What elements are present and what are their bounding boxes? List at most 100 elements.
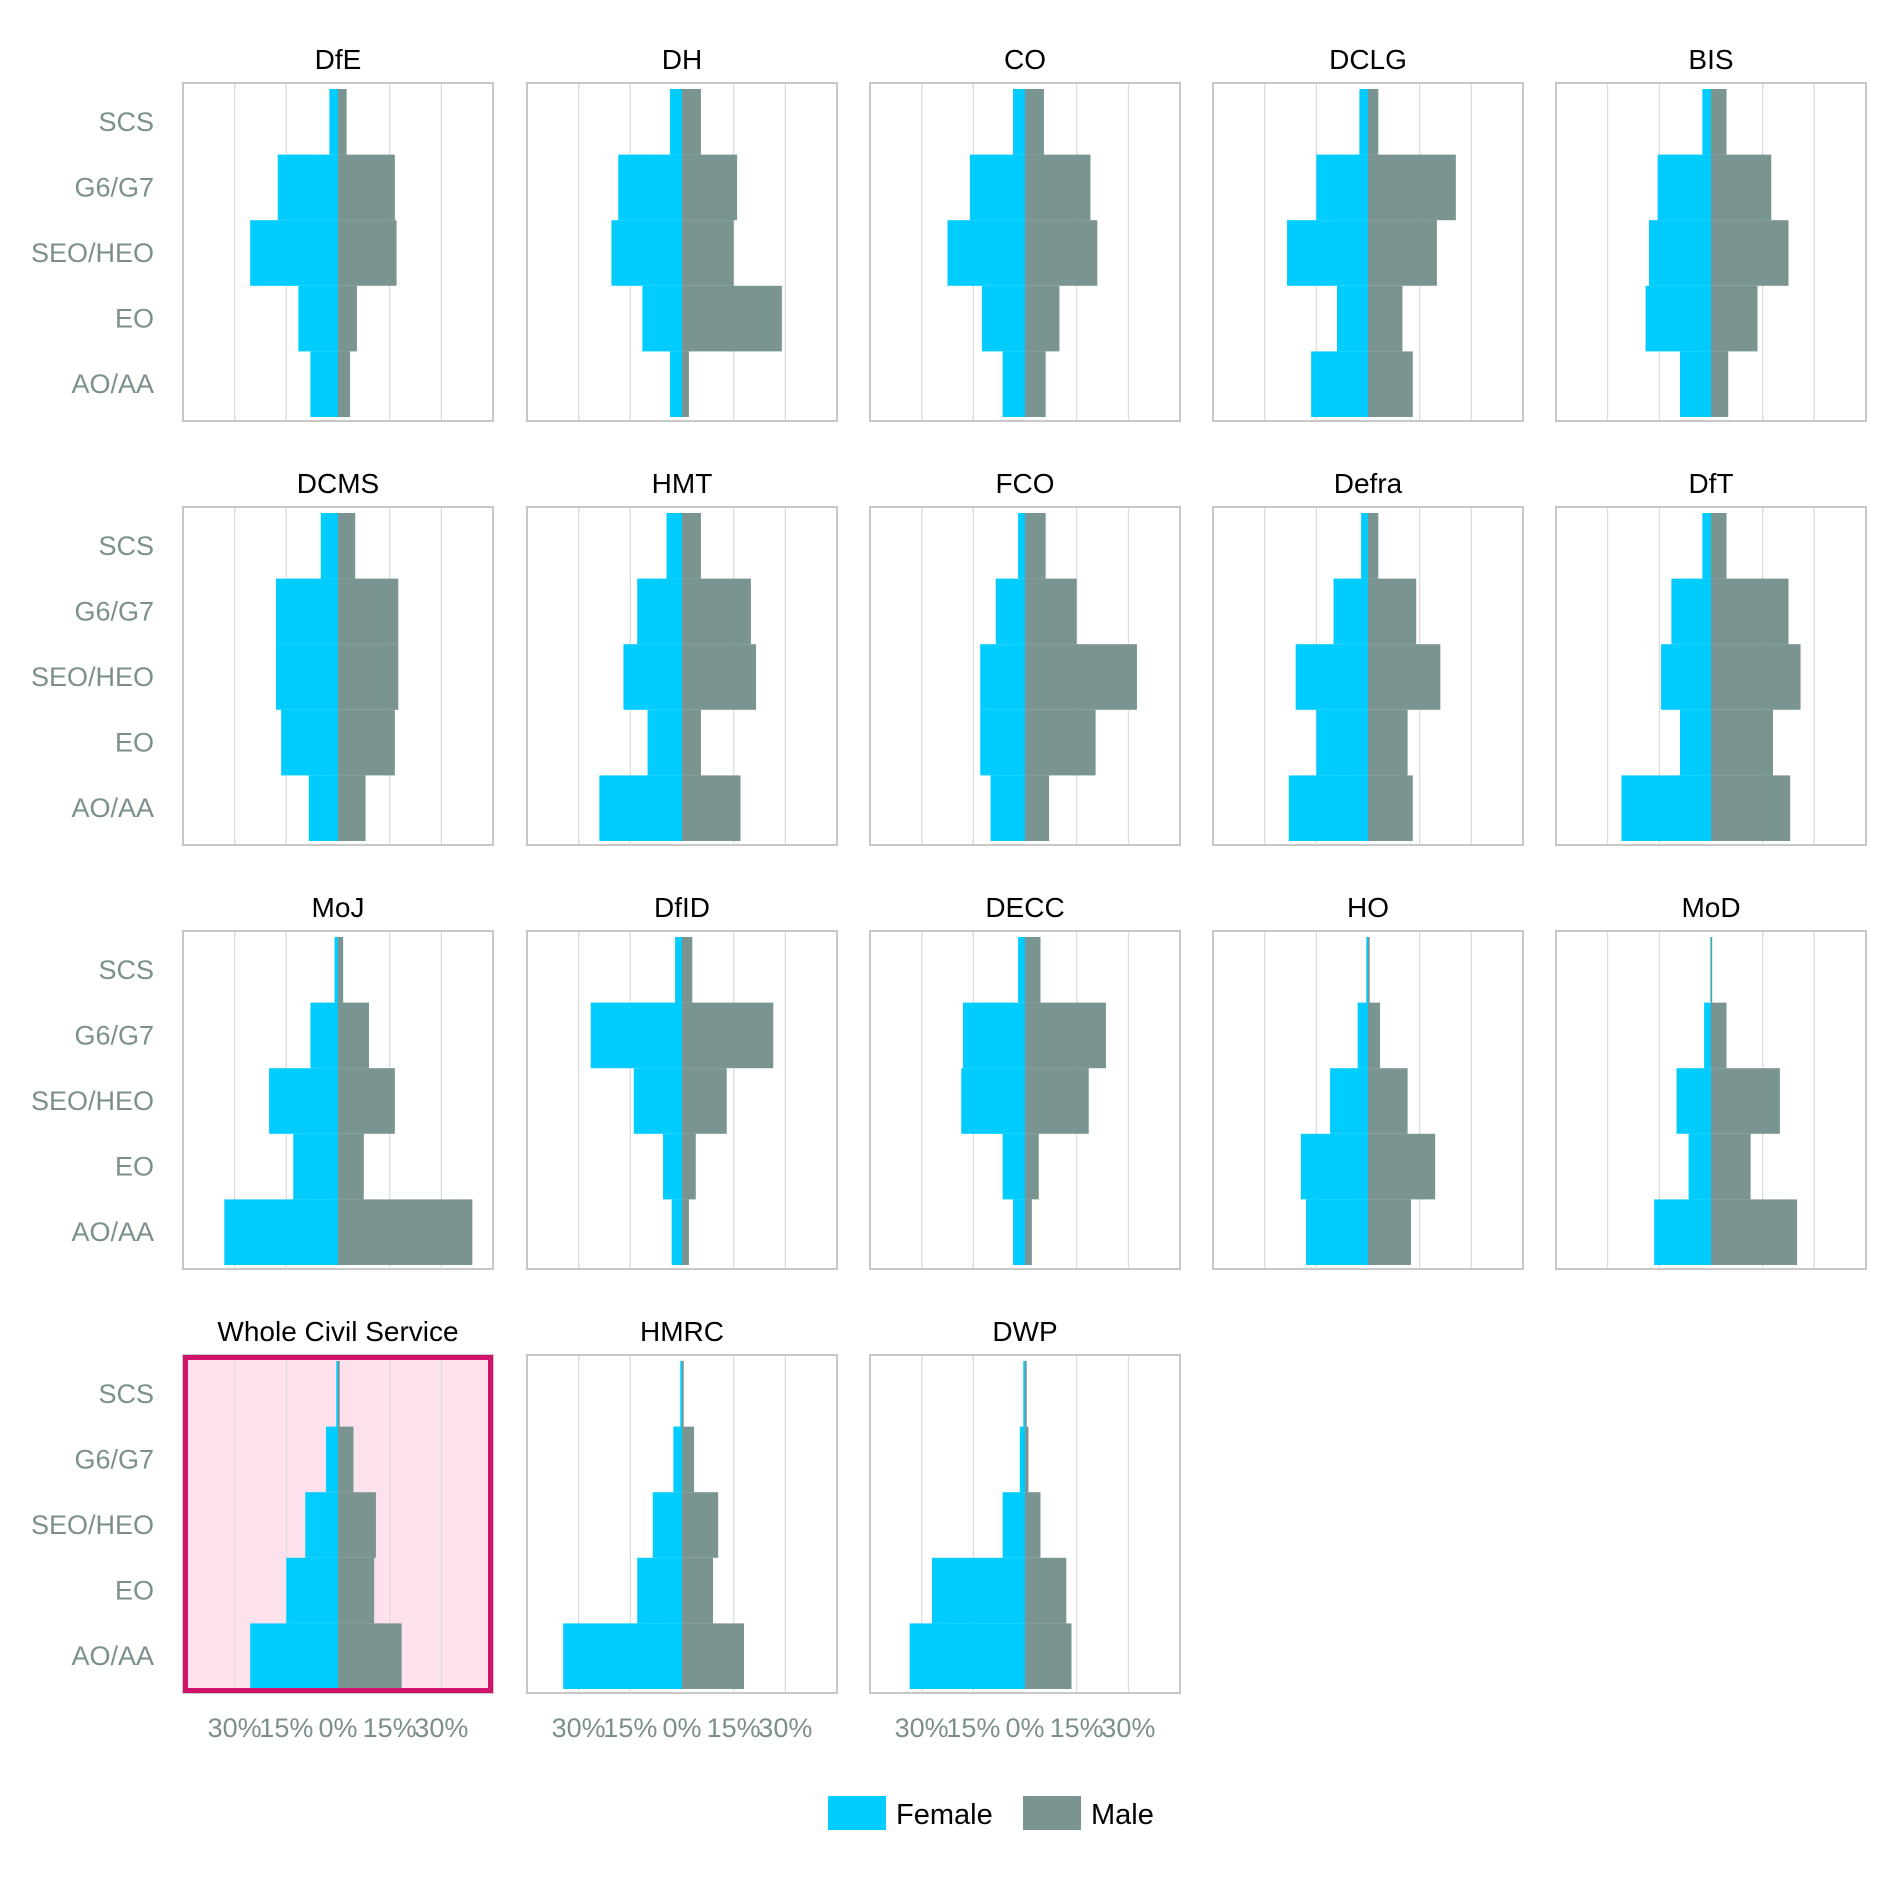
y-tick-label: SEO/HEO: [31, 1510, 154, 1540]
bar-female-scs: [1702, 513, 1711, 579]
bar-male-ao-aa: [1711, 1199, 1798, 1265]
bar-female-ao-aa: [1621, 775, 1711, 841]
bar-female-ao-aa: [1012, 1199, 1025, 1265]
bar-female-scs: [1710, 937, 1712, 1003]
y-tick-label: SCS: [98, 955, 154, 985]
bar-female-eo: [1002, 1133, 1025, 1200]
bar-female-ao-aa: [250, 1623, 338, 1689]
bar-female-g6-g7: [1671, 578, 1711, 645]
bar-female-eo: [293, 1133, 338, 1200]
bar-female-g6-g7: [1316, 154, 1368, 221]
bar-male-g6-g7: [682, 578, 751, 645]
bar-male-g6-g7: [338, 1426, 354, 1493]
bar-female-seo-heo: [276, 644, 338, 710]
bar-female-seo-heo: [269, 1068, 338, 1134]
y-tick-label: SEO/HEO: [31, 238, 154, 268]
legend: Female Male: [828, 1796, 1154, 1831]
panels-layer: DfE SCS G6/G7 SEO/HEO EO AO/AA DH CO DCLG BIS DCMS…: [31, 44, 1867, 1743]
bar-female-scs: [320, 513, 338, 579]
y-tick-label: G6/G7: [74, 1020, 154, 1050]
bar-male-g6-g7: [338, 154, 395, 221]
bar-female-ao-aa: [563, 1623, 682, 1689]
bar-male-seo-heo: [338, 1492, 376, 1558]
bar-female-g6-g7: [310, 1002, 338, 1069]
bar-female-eo: [1300, 1133, 1368, 1200]
bar-female-eo: [642, 285, 682, 352]
bar-female-g6-g7: [276, 578, 338, 645]
bar-male-eo: [1025, 285, 1060, 352]
panel-title: HMT: [652, 468, 713, 499]
bar-female-seo-heo: [305, 1492, 338, 1558]
y-tick-label: EO: [115, 304, 154, 334]
bar-male-seo-heo: [1711, 644, 1801, 710]
bar-female-eo: [932, 1557, 1025, 1624]
bar-male-ao-aa: [1711, 351, 1729, 417]
bar-male-ao-aa: [1711, 775, 1791, 841]
bar-female-g6-g7: [325, 1426, 338, 1493]
bar-male-ao-aa: [1025, 775, 1050, 841]
bar-male-scs: [1025, 513, 1046, 579]
bar-male-scs: [1025, 937, 1041, 1003]
bar-male-scs: [682, 89, 701, 155]
bar-male-g6-g7: [1025, 154, 1091, 221]
bar-female-seo-heo: [1287, 220, 1368, 286]
bar-female-seo-heo: [250, 220, 338, 286]
bar-female-eo: [1337, 285, 1368, 352]
bar-male-seo-heo: [1025, 220, 1098, 286]
panel-co: CO: [869, 44, 1181, 422]
panel-dcms: DCMS SCS G6/G7 SEO/HEO EO AO/AA: [31, 468, 494, 846]
panel-title: CO: [1004, 44, 1046, 75]
panel-title: DWP: [992, 1316, 1057, 1347]
panel-title: DfT: [1688, 468, 1733, 499]
bar-female-scs: [336, 1361, 338, 1427]
legend-label-male: Male: [1091, 1799, 1154, 1831]
bar-female-g6-g7: [1657, 154, 1711, 221]
bar-male-eo: [682, 1133, 696, 1200]
bar-male-eo: [682, 285, 782, 352]
bar-male-g6-g7: [1368, 1002, 1381, 1069]
panel-title: FCO: [995, 468, 1054, 499]
panel-title: BIS: [1688, 44, 1733, 75]
bar-female-scs: [1018, 937, 1025, 1003]
panel-title: Defra: [1334, 468, 1403, 499]
bar-female-seo-heo: [611, 220, 682, 286]
bar-male-scs: [1368, 513, 1379, 579]
bar-female-seo-heo: [1676, 1068, 1711, 1134]
bar-male-scs: [1711, 937, 1713, 1003]
bar-male-seo-heo: [1368, 644, 1441, 710]
bar-female-eo: [981, 285, 1025, 352]
bar-female-eo: [980, 709, 1025, 776]
bar-female-g6-g7: [1357, 1002, 1368, 1069]
y-tick-label: SEO/HEO: [31, 662, 154, 692]
panel-title: Whole Civil Service: [217, 1316, 458, 1347]
bar-male-eo: [338, 285, 357, 352]
y-tick-label: SCS: [98, 531, 154, 561]
bar-female-g6-g7: [969, 154, 1025, 221]
x-tick-label: 30%: [552, 1713, 606, 1743]
bar-male-seo-heo: [338, 220, 397, 286]
bar-male-ao-aa: [338, 775, 366, 841]
bar-male-ao-aa: [1025, 1199, 1032, 1265]
bar-male-eo: [338, 1133, 364, 1200]
panel-bis: BIS: [1555, 44, 1867, 422]
bar-male-ao-aa: [682, 1199, 689, 1265]
panel-title: HO: [1347, 892, 1389, 923]
bar-male-scs: [1368, 89, 1379, 155]
bar-female-g6-g7: [1704, 1002, 1711, 1069]
bar-male-eo: [1025, 1557, 1067, 1624]
bar-male-ao-aa: [1368, 775, 1413, 841]
x-tick-label: 0%: [318, 1713, 357, 1743]
bar-female-scs: [675, 937, 682, 1003]
bar-female-seo-heo: [633, 1068, 682, 1134]
panel-moj: MoJ SCS G6/G7 SEO/HEO EO AO/AA: [31, 892, 494, 1270]
bar-female-scs: [1012, 89, 1025, 155]
bar-male-ao-aa: [338, 1199, 473, 1265]
bar-male-ao-aa: [682, 351, 689, 417]
bar-female-seo-heo: [1661, 644, 1711, 710]
bar-male-eo: [338, 709, 395, 776]
bar-male-scs: [1025, 89, 1044, 155]
y-tick-label: G6/G7: [74, 1444, 154, 1474]
bar-female-g6-g7: [590, 1002, 682, 1069]
bar-female-scs: [1361, 513, 1368, 579]
